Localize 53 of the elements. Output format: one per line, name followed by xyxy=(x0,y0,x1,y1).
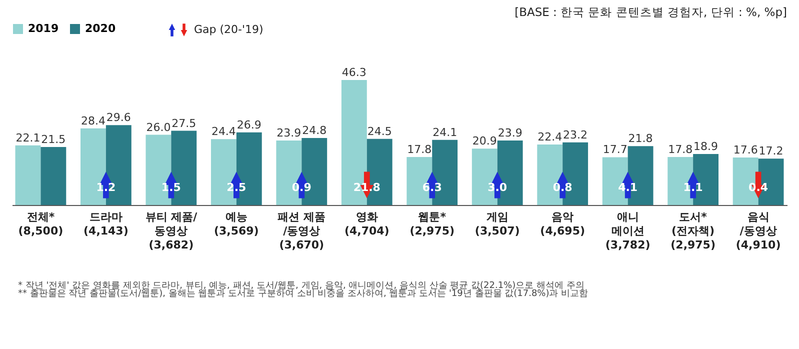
data-label: 22.1 xyxy=(16,131,40,144)
data-label: 26.9 xyxy=(236,118,262,132)
annotation: 21.8 xyxy=(353,181,380,194)
legend-label: 2019 xyxy=(28,22,59,35)
data-label: 17.8 xyxy=(668,142,693,156)
data-label: 20.9 xyxy=(472,134,497,148)
legend-label: 2020 xyxy=(85,22,116,35)
annotation: 6.3 xyxy=(422,181,442,194)
data-label: 22.4 xyxy=(538,130,562,144)
annotation: 2.5 xyxy=(226,181,246,194)
annotation: 1.2 xyxy=(96,181,116,194)
data-label: 29.6 xyxy=(106,111,131,124)
x-tick-label: 음악 (4,695) xyxy=(540,210,586,238)
data-label: 23.9 xyxy=(498,126,522,140)
data-label: 24.8 xyxy=(302,124,327,138)
data-label: 17.6 xyxy=(733,143,758,156)
x-tick-label: 뷰티 제품/ 동영상 (3,682) xyxy=(145,210,198,252)
x-tick-label: 애니 메이션 (3,782) xyxy=(605,210,650,252)
data-label: 23.2 xyxy=(563,128,588,142)
data-label: 26.0 xyxy=(146,120,171,134)
data-label: 21.5 xyxy=(41,132,66,146)
data-label: 21.8 xyxy=(628,132,653,146)
data-label: 18.9 xyxy=(694,140,718,153)
x-tick-label: 게임 (3,507) xyxy=(474,210,520,238)
x-tick-label: 전체* (8,500) xyxy=(18,210,64,238)
data-label: 17.8 xyxy=(407,142,432,156)
data-label: 46.3 xyxy=(342,66,366,79)
annotation: 4.1 xyxy=(618,181,638,194)
annotation: 0.9 xyxy=(292,181,312,194)
x-tick-label: 웹툰* (2,975) xyxy=(410,210,455,238)
annotation: 0.8 xyxy=(552,181,572,194)
data-label: 17.2 xyxy=(758,144,784,158)
data-label: 23.9 xyxy=(276,126,302,140)
data-label: 28.4 xyxy=(80,114,106,128)
x-tick-label: 음식 /동영상 (4,910) xyxy=(736,210,781,252)
x-tick-label: 영화 (4,704) xyxy=(344,210,390,238)
x-tick-label: 예능 (3,569) xyxy=(214,210,259,238)
bar xyxy=(15,145,41,205)
data-label: 24.5 xyxy=(367,124,392,138)
data-label: 24.1 xyxy=(432,126,458,139)
annotation: 1.5 xyxy=(161,181,181,194)
x-tick-label: 드라마 (4,143) xyxy=(84,210,128,238)
chart-title: [BASE : 한국 문화 콘텐츠별 경험자, 단위 : %, %p] xyxy=(514,5,787,19)
text: Gap (20-'19) xyxy=(194,23,264,36)
x-tick-label: 패션 제품 /동영상 (3,670) xyxy=(278,210,326,252)
data-label: 27.5 xyxy=(172,116,196,130)
data-label: 24.4 xyxy=(211,125,236,138)
text: ** 출판물은 작년 출판물(도서/웹툰), 올해는 웹툰과 도서로 구분하여 소비 비중을 조사하여, 웹툰과 도서는 '19년 출판물 값(17.8%)과 비교함 xyxy=(18,289,588,299)
x-tick-label: 도서* (전자책) (2,975) xyxy=(670,210,716,252)
annotation: 1.1 xyxy=(683,181,703,194)
data-label: 17.7 xyxy=(602,143,628,156)
bar xyxy=(40,146,66,205)
annotation: 3.0 xyxy=(488,181,508,194)
